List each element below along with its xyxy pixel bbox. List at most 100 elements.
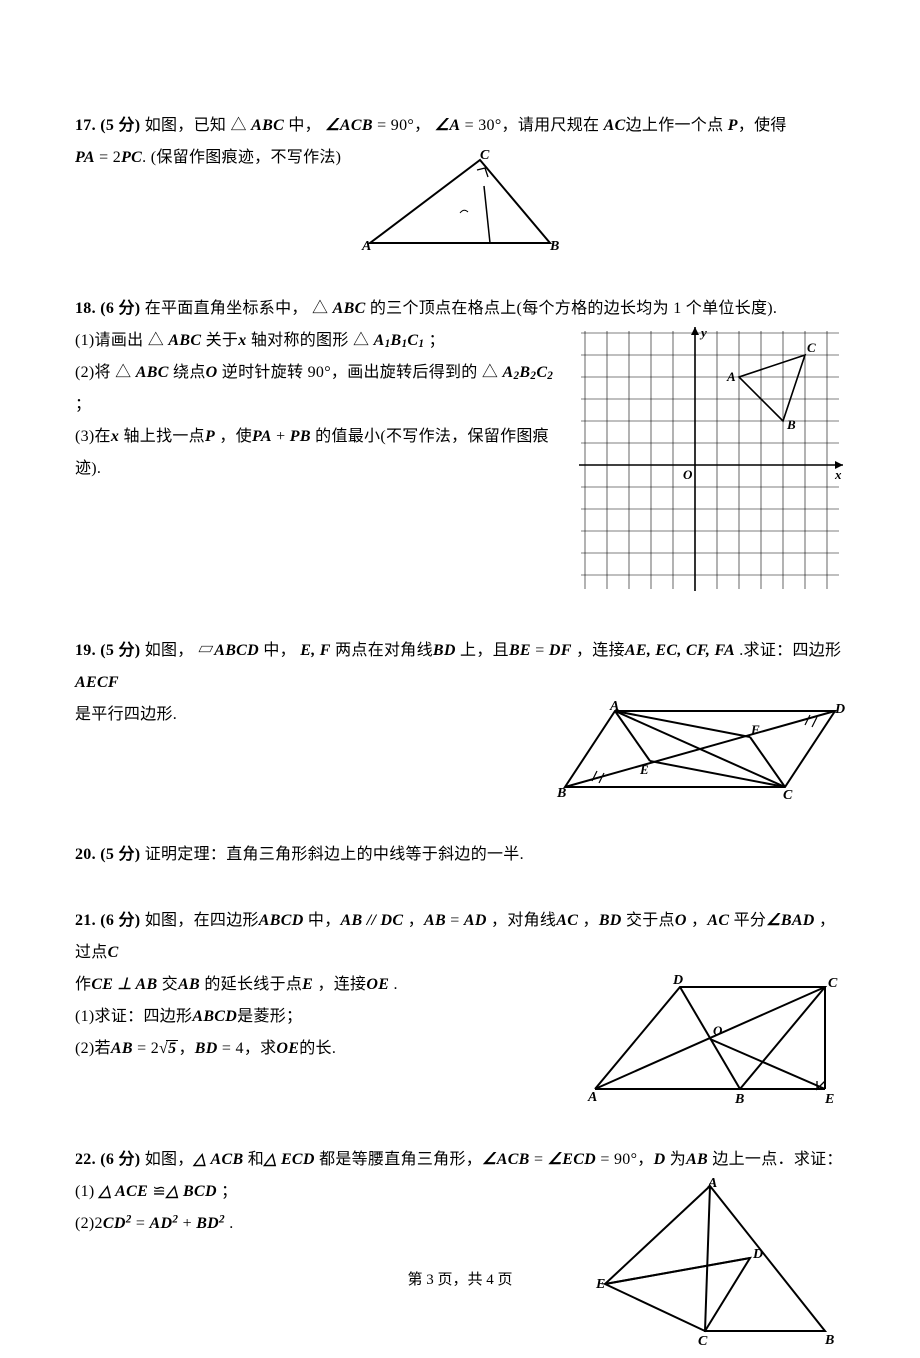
t: AC <box>707 912 729 929</box>
t: 交 <box>162 976 178 993</box>
t: BE <box>509 642 531 659</box>
t: O <box>206 364 218 381</box>
t: OE <box>366 976 389 993</box>
svg-text:B: B <box>556 786 567 799</box>
t: D <box>654 1151 666 1168</box>
t: 如图， <box>145 1151 194 1168</box>
t: = 4，求 <box>218 1040 277 1057</box>
t: ，连接 <box>317 976 366 993</box>
p22-number: 22. <box>75 1151 96 1168</box>
t: OE <box>276 1040 299 1057</box>
t: ∠BAD <box>766 912 814 929</box>
svg-text:A: A <box>707 1176 718 1191</box>
svg-text:O: O <box>683 467 693 482</box>
t: 绕点 <box>173 364 206 381</box>
t: ，连接 <box>576 642 625 659</box>
t: ，对角线 <box>491 912 556 929</box>
svg-text:E: E <box>639 762 649 777</box>
t: PA <box>75 149 95 166</box>
t: PB <box>290 428 311 445</box>
t: CD <box>103 1215 126 1232</box>
svg-text:A: A <box>587 1090 598 1104</box>
t: 边上一点．求证： <box>712 1151 842 1168</box>
problem-22: 22. (6 分) 如图，△ ACB 和△ ECD 都是等腰直角三角形，∠ACB… <box>75 1144 845 1358</box>
t: = 2 <box>133 1040 159 1057</box>
p21-number: 21. <box>75 912 96 929</box>
t: E <box>302 976 313 993</box>
problem-20: 20. (5 分) 证明定理：直角三角形斜边上的中线等于斜边的一半. <box>75 839 845 871</box>
p19-number: 19. <box>75 642 96 659</box>
t: △ <box>482 364 503 381</box>
t: 两点在对角线 <box>335 642 433 659</box>
p18-q3: (3)在x 轴上找一点P ，使PA + PB 的值最小(不写作法，保留作图痕迹)… <box>75 421 563 485</box>
svg-text:B: B <box>786 417 796 432</box>
t: BD <box>196 1215 219 1232</box>
t: AB <box>111 1040 133 1057</box>
t: 中， <box>288 117 321 134</box>
t: 关于 <box>206 332 239 349</box>
t: ABC <box>168 332 201 349</box>
t: 上，且 <box>460 642 509 659</box>
t: △ <box>353 332 374 349</box>
svg-text:B: B <box>549 239 560 253</box>
t: . (保留作图痕迹，不写作法) <box>142 149 341 166</box>
t: (1)求证：四边形 <box>75 1008 192 1025</box>
t: 的延长线于点 <box>204 976 302 993</box>
t: 轴上找一点 <box>123 428 205 445</box>
t: AE, EC, CF, FA <box>625 642 735 659</box>
t: E, F <box>300 642 331 659</box>
t: .求证：四边形 <box>739 642 841 659</box>
t: AECF <box>75 674 119 691</box>
svg-text:A: A <box>361 239 372 253</box>
svg-text:C: C <box>807 340 816 355</box>
t: ，使得 <box>738 117 787 134</box>
svg-text:C: C <box>783 788 793 799</box>
svg-text:D: D <box>834 702 845 717</box>
t: 为 <box>670 1151 686 1168</box>
t: △ <box>312 300 333 317</box>
p18-q1: (1)请画出 △ ABC 关于x 轴对称的图形 △ A1B1C1 ； <box>75 325 563 357</box>
t: C <box>108 944 119 961</box>
svg-text:B: B <box>734 1092 745 1104</box>
t: (1)请画出 <box>75 332 143 349</box>
t: PC <box>121 149 142 166</box>
problem-21: 21. (6 分) 如图，在四边形ABCD 中，AB // DC ，AB = A… <box>75 905 845 1116</box>
t: . <box>229 1215 233 1232</box>
p22-figure: A B C E D <box>595 1176 845 1346</box>
p17-figure: A B C <box>360 148 560 253</box>
t: △ ACE <box>99 1183 148 1200</box>
page-footer: 第 3 页，共 4 页 <box>0 1268 920 1289</box>
t: = 90°， <box>373 117 431 134</box>
t: 作 <box>75 976 91 993</box>
footer-text: 第 3 页，共 4 页 <box>407 1272 512 1288</box>
t: 5 <box>166 1040 178 1056</box>
t: 在平面直角坐标系中， <box>145 300 308 317</box>
t: ABCD <box>192 1008 237 1025</box>
p22-points: (6 分) <box>100 1151 140 1168</box>
svg-text:D: D <box>672 973 683 988</box>
t: BD <box>433 642 456 659</box>
svg-text:E: E <box>824 1092 835 1104</box>
t: 中， <box>263 642 296 659</box>
svg-text:C: C <box>698 1334 708 1346</box>
p21-q1: (1)求证：四边形ABCD是菱形； <box>75 1001 573 1033</box>
p19-figure: A D B C E F <box>555 699 845 799</box>
t: AC <box>604 117 626 134</box>
t: △ ACB <box>194 1151 244 1168</box>
t: AD <box>150 1215 173 1232</box>
t: P <box>205 428 215 445</box>
t: △ <box>115 364 136 381</box>
t: (1) <box>75 1183 99 1200</box>
t: △ <box>231 117 252 134</box>
t: ABC <box>251 117 284 134</box>
t: ∠ACB <box>482 1151 530 1168</box>
t: ≌ <box>152 1183 166 1200</box>
p20-points: (5 分) <box>100 846 140 863</box>
t: ； <box>221 1183 237 1200</box>
t: PA <box>252 428 272 445</box>
p17-line1: 17. (5 分) 如图，已知 △ ABC 中， ∠ACB = 90°， ∠A … <box>75 110 845 142</box>
svg-text:A: A <box>726 369 736 384</box>
p22-q1: (1) △ ACE ≌△ BCD ； <box>75 1176 583 1208</box>
t: = 90°， <box>600 1151 653 1168</box>
t: (2)2 <box>75 1215 103 1232</box>
